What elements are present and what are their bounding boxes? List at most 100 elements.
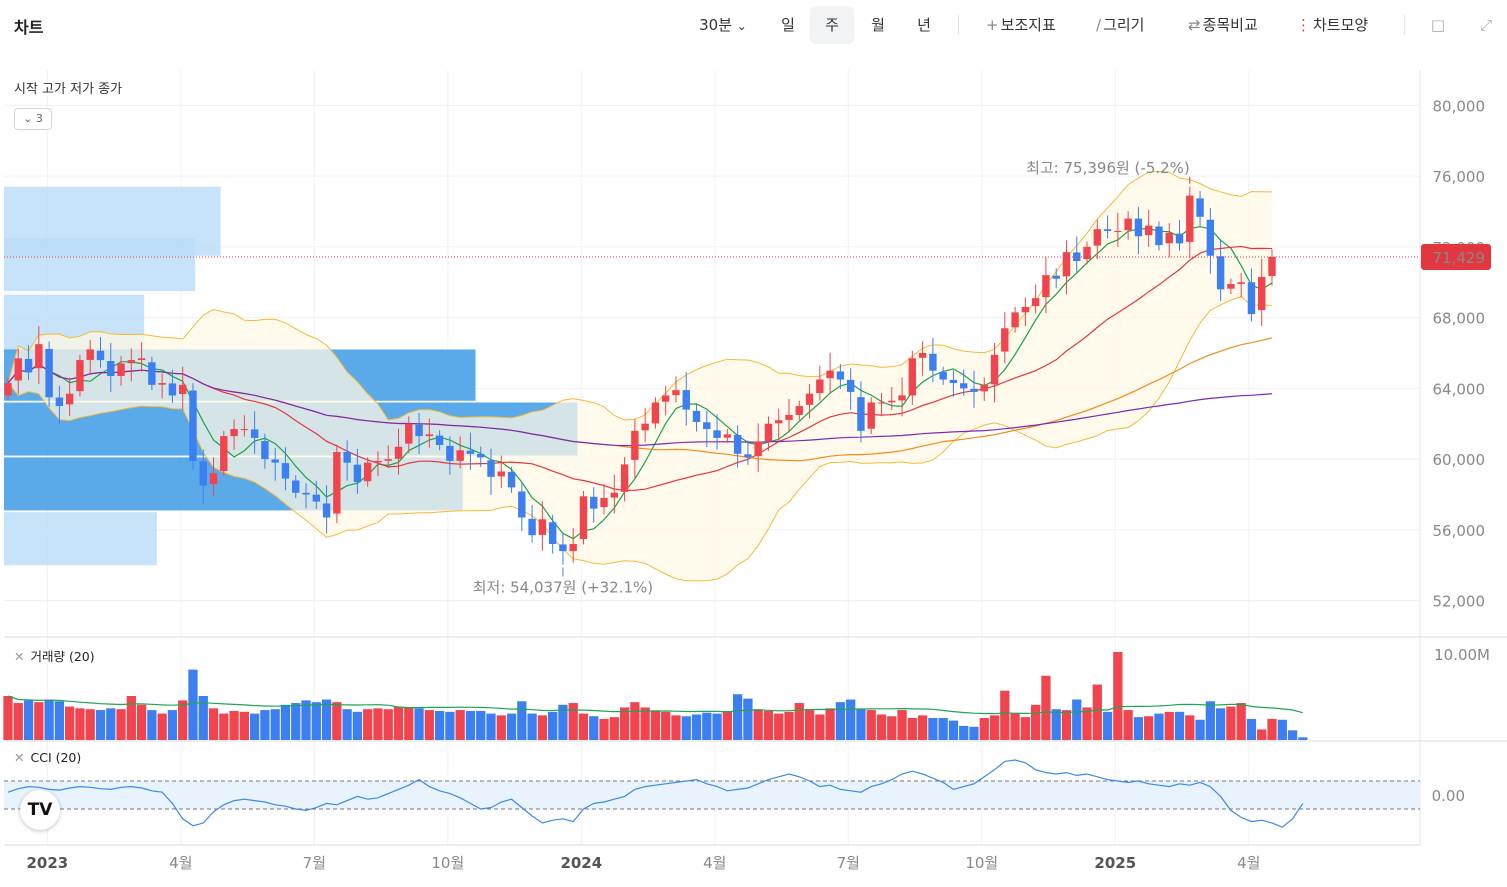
candle-body — [1134, 218, 1143, 237]
volume-bar — [1277, 719, 1287, 740]
candle-body — [322, 503, 331, 518]
volume-bar — [506, 713, 517, 740]
candle-body — [775, 420, 783, 424]
candle-body — [292, 480, 300, 493]
candle-body — [189, 390, 197, 461]
volume-bar — [1144, 716, 1154, 740]
volume-bar — [1133, 717, 1144, 740]
cci-label: CCI (20) — [30, 750, 82, 765]
candle-body — [220, 436, 228, 472]
volume-panel-label: ✕ 거래량 (20) — [14, 646, 95, 665]
period-day-button[interactable]: 일 — [781, 16, 795, 34]
volume-bar — [13, 703, 23, 740]
candle-body — [497, 471, 505, 477]
trash-icon[interactable]: □ — [1430, 16, 1446, 34]
candle-body — [281, 463, 290, 479]
volume-bar — [3, 696, 13, 740]
close-icon[interactable]: ✕ — [14, 750, 25, 765]
candle-body — [86, 349, 94, 360]
volume-bar — [393, 706, 404, 740]
volume-bar — [784, 711, 794, 740]
chart-style-button[interactable]: ⋮ 차트모양 — [1296, 6, 1368, 44]
candle-body — [816, 379, 824, 394]
volume-bar — [476, 710, 486, 740]
volume-bar — [640, 707, 650, 740]
candle-body — [435, 435, 444, 445]
candle-body — [107, 361, 115, 376]
volume-bar — [537, 715, 548, 740]
candle-body — [302, 492, 310, 495]
candle-body — [507, 471, 516, 488]
volume-bar — [373, 708, 383, 740]
candle-body — [1165, 232, 1173, 244]
volume-bar — [825, 708, 835, 740]
close-icon[interactable]: ✕ — [14, 649, 25, 664]
volume-bar — [383, 709, 393, 740]
volume-bar — [85, 709, 95, 740]
candle-body — [405, 423, 413, 444]
volume-bar — [1267, 718, 1277, 740]
candle-body — [168, 383, 177, 396]
volume-bar — [291, 703, 301, 740]
volume-bar — [794, 703, 804, 740]
candle-body — [415, 424, 423, 437]
candle-body — [836, 371, 845, 380]
volume-bar — [558, 704, 568, 740]
candle-body — [579, 496, 588, 540]
cci-y-tick-label: 0.00 — [1432, 787, 1465, 805]
period-week-button[interactable]: 주 — [810, 6, 854, 44]
draw-button[interactable]: ∕ 그리기 — [1096, 6, 1144, 44]
candle-body — [713, 430, 721, 438]
volume-bar — [1041, 675, 1051, 740]
expand-icon[interactable]: ⤢ — [1479, 16, 1492, 34]
volume-bar — [887, 716, 897, 740]
candle-body — [333, 452, 341, 514]
candle-body — [559, 544, 567, 552]
timeframe-dropdown[interactable]: 30분 ⌄ — [688, 6, 758, 44]
candle-body — [209, 473, 218, 485]
volume-bar — [208, 708, 219, 740]
x-tick-label: 2023 — [26, 854, 68, 872]
candle-body — [1268, 256, 1276, 277]
volume-bar — [681, 716, 691, 740]
period-year-button[interactable]: 년 — [917, 16, 931, 34]
volume-bar — [907, 718, 917, 740]
candle-body — [754, 441, 762, 457]
y-tick-label: 52,000 — [1433, 593, 1486, 611]
volume-bar — [260, 710, 270, 740]
candle-body — [692, 410, 701, 422]
ma120-line — [7, 363, 1273, 447]
volume-bar — [188, 669, 198, 740]
volume-bar — [979, 718, 989, 740]
volume-bar — [743, 698, 753, 740]
volume-bar — [589, 716, 599, 740]
volume-bar — [1185, 715, 1195, 740]
volume-bar — [1298, 737, 1308, 740]
volume-bar — [702, 712, 712, 740]
chart-toolbar: 차트 30분 ⌄ 일 주 월 년 + 보조지표 ∕ 그리기 ⇄ 종목비교 ⋮ 차트모양 … — [0, 0, 1507, 50]
toolbar-divider-2 — [1404, 15, 1405, 35]
candle-body — [620, 464, 629, 492]
candle-body — [929, 353, 937, 371]
candle-body — [918, 353, 927, 358]
candle-body — [641, 423, 649, 431]
compare-button[interactable]: ⇄ 종목비교 — [1188, 6, 1258, 44]
candle-body — [384, 459, 392, 461]
max-price-label: 최고: 75,396원 (-5.2%) — [1026, 159, 1190, 177]
indicator-button[interactable]: + 보조지표 — [986, 6, 1056, 44]
period-month-button[interactable]: 월 — [871, 16, 885, 34]
volume-bar — [671, 715, 681, 740]
tradingview-logo[interactable]: TV — [20, 790, 60, 830]
last-price-tag — [1421, 243, 1491, 270]
volume-bar — [1092, 684, 1102, 740]
volume-bar — [54, 701, 65, 740]
volume-bar — [75, 708, 85, 740]
candle-body — [764, 423, 773, 442]
volume-bar — [969, 726, 979, 740]
indicator-collapse-button[interactable]: ⌄ 3 — [14, 108, 52, 130]
candle-body — [569, 544, 577, 552]
collapse-count: 3 — [35, 112, 43, 125]
candle-body — [230, 429, 238, 437]
candle-body — [661, 395, 670, 402]
